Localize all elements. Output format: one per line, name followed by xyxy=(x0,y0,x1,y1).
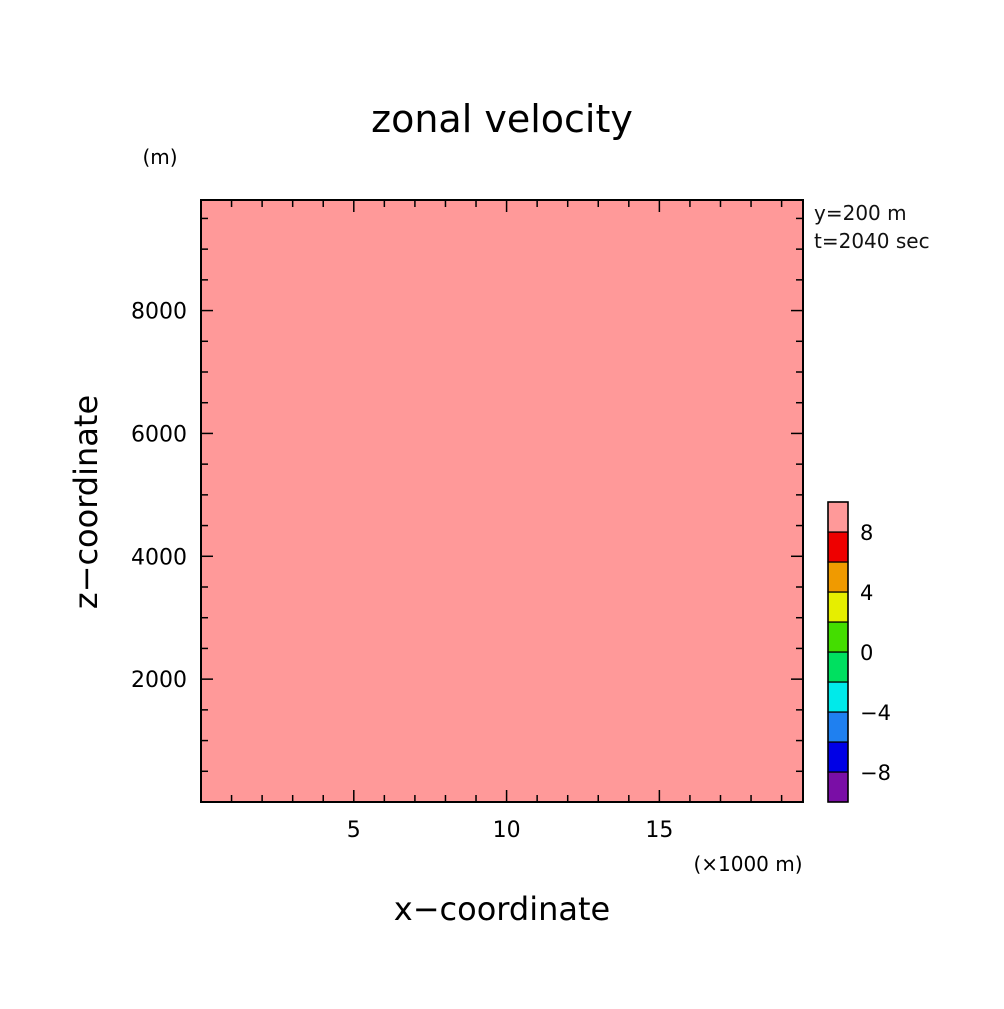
x-unit-label: (×1000 m) xyxy=(693,852,802,876)
colorbar-swatch xyxy=(827,561,849,593)
colorbar-tick-label: 4 xyxy=(860,581,873,605)
y-tick-label: 4000 xyxy=(131,545,187,570)
colorbar-swatch xyxy=(827,621,849,653)
y-tick-label: 2000 xyxy=(131,668,187,693)
colorbar-tick-label: 0 xyxy=(860,641,873,665)
x-axis-label: x−coordinate xyxy=(394,890,610,928)
y-tick-label: 6000 xyxy=(131,422,187,447)
colorbar-swatch xyxy=(827,771,849,803)
colorbar-swatch xyxy=(827,741,849,773)
y-axis-label: z−coordinate xyxy=(67,395,105,609)
colorbar-tick-label: 8 xyxy=(860,521,873,545)
colorbar-swatch xyxy=(827,531,849,563)
tick-layer: 5 10 15 2000 4000 6000 8000 xyxy=(131,200,803,843)
colorbar-swatch xyxy=(827,501,849,533)
y-unit-label: (m) xyxy=(142,145,177,169)
field-layer xyxy=(201,200,803,802)
y-tick-label: 8000 xyxy=(131,300,187,325)
x-tick-label: 15 xyxy=(645,818,673,843)
time-label: t=2040 sec xyxy=(814,229,930,253)
x-tick-label: 5 xyxy=(347,818,361,843)
colorbar-tick-label: −8 xyxy=(860,761,891,785)
colorbar-swatch xyxy=(827,651,849,683)
colorbar-swatch xyxy=(827,681,849,713)
plot-frame xyxy=(200,199,804,803)
x-tick-label: 10 xyxy=(493,818,521,843)
colorbar-tick-label: −4 xyxy=(860,701,891,725)
y-position-label: y=200 m xyxy=(814,201,907,225)
field-fill xyxy=(201,200,803,802)
chart-title: zonal velocity xyxy=(371,97,633,141)
colorbar: −8 −4 0 4 8 xyxy=(827,501,891,803)
colorbar-swatch xyxy=(827,711,849,743)
colorbar-swatch xyxy=(827,591,849,623)
colorbar-frame xyxy=(827,501,849,803)
